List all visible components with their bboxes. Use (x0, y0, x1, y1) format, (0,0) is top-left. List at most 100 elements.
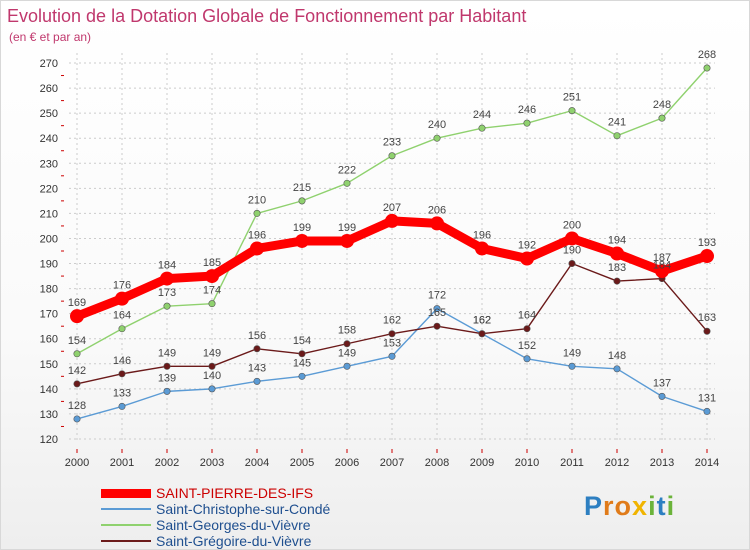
data-label: 162 (473, 315, 491, 327)
data-label: 152 (518, 340, 536, 352)
data-point (205, 269, 219, 284)
series-layer (70, 64, 714, 423)
data-point (340, 233, 354, 248)
data-label: 184 (158, 260, 176, 272)
axis-layer: 120 130 140 150 160 170 180 190 200 210 220 230 240 2… (40, 58, 720, 469)
data-label: 184 (653, 260, 671, 272)
data-point (118, 325, 126, 333)
data-label: 193 (698, 237, 716, 249)
y-tick-label: 140 (40, 384, 58, 396)
data-point (523, 325, 531, 333)
x-tick-label: 2007 (380, 457, 404, 469)
data-point (568, 362, 576, 370)
y-tick-label: 160 (40, 334, 58, 346)
legend-swatch (101, 524, 151, 526)
data-label: 268 (698, 49, 716, 61)
data-label: 145 (293, 357, 311, 369)
data-point (388, 352, 396, 360)
data-point (160, 271, 174, 286)
logo-letter: o (614, 491, 633, 521)
chart-title: Evolution de la Dotation Globale de Fonc… (7, 6, 527, 26)
data-point (118, 402, 126, 410)
data-point (568, 107, 576, 115)
data-label: 149 (158, 347, 176, 359)
y-tick-label: 240 (40, 133, 58, 145)
data-point (208, 385, 216, 393)
data-point (73, 350, 81, 358)
data-label: 169 (68, 297, 86, 309)
data-label: 248 (653, 99, 671, 111)
data-point (613, 132, 621, 140)
data-label: 131 (698, 392, 716, 404)
data-point (385, 213, 399, 228)
data-label: 148 (608, 350, 626, 362)
y-tick-label: 270 (40, 58, 58, 70)
label-layer: 128 133 139 140 143 145 149 153 172 162 152 149 148 1… (68, 49, 716, 412)
data-label: 207 (383, 202, 401, 214)
data-point (298, 372, 306, 380)
data-point (613, 365, 621, 373)
legend-swatch (101, 488, 151, 498)
data-label: 173 (158, 287, 176, 299)
data-point (163, 362, 171, 370)
logo-letter: x (632, 491, 649, 521)
data-point (613, 277, 621, 285)
data-label: 246 (518, 104, 536, 116)
data-point (73, 415, 81, 423)
y-tick-label: 120 (40, 434, 58, 446)
data-point (343, 179, 351, 187)
logo-letter: r (603, 491, 615, 521)
chart-subtitle: (en € et par an) (9, 30, 92, 44)
data-label: 143 (248, 362, 266, 374)
data-label: 139 (158, 372, 176, 384)
data-label: 164 (113, 310, 131, 322)
data-label: 222 (338, 164, 356, 176)
data-point (388, 152, 396, 160)
x-tick-label: 2008 (425, 457, 449, 469)
data-point (343, 340, 351, 348)
data-label: 244 (473, 109, 491, 121)
y-tick-label: 230 (40, 158, 58, 170)
data-label: 215 (293, 182, 311, 194)
data-point (253, 377, 261, 385)
data-point (118, 370, 126, 378)
data-point (478, 330, 486, 338)
data-point (163, 387, 171, 395)
legend-swatch (101, 508, 151, 510)
y-tick-label: 210 (40, 208, 58, 220)
data-label: 190 (563, 245, 581, 257)
data-point (433, 305, 441, 313)
data-label: 137 (653, 377, 671, 389)
y-tick-label: 250 (40, 108, 58, 120)
x-tick-label: 2000 (65, 457, 89, 469)
x-tick-label: 2004 (245, 457, 269, 469)
data-label: 240 (428, 119, 446, 131)
series-1 (73, 305, 711, 423)
data-point (700, 249, 714, 264)
legend-label: SAINT-PIERRE-DES-IFS (156, 485, 314, 501)
legend-item: SAINT-PIERRE-DES-IFS (101, 485, 330, 501)
data-label: 196 (473, 229, 491, 241)
data-label: 200 (563, 219, 581, 231)
data-label: 140 (203, 370, 221, 382)
data-point (523, 355, 531, 363)
data-label: 172 (428, 290, 446, 302)
data-point (73, 380, 81, 388)
data-label: 199 (338, 222, 356, 234)
data-label: 149 (203, 347, 221, 359)
data-label: 162 (473, 315, 491, 327)
data-label: 251 (563, 92, 581, 104)
data-point (208, 300, 216, 308)
data-point (433, 322, 441, 330)
data-point (475, 241, 489, 256)
legend-swatch (101, 540, 151, 542)
y-tick-label: 130 (40, 409, 58, 421)
proxiti-logo: Proxiti (584, 491, 675, 522)
data-label: 164 (518, 310, 536, 322)
data-label: 142 (68, 365, 86, 377)
data-label: 176 (113, 280, 131, 292)
logo-letter: i (648, 491, 657, 521)
data-label: 210 (248, 194, 266, 206)
data-point (658, 114, 666, 122)
